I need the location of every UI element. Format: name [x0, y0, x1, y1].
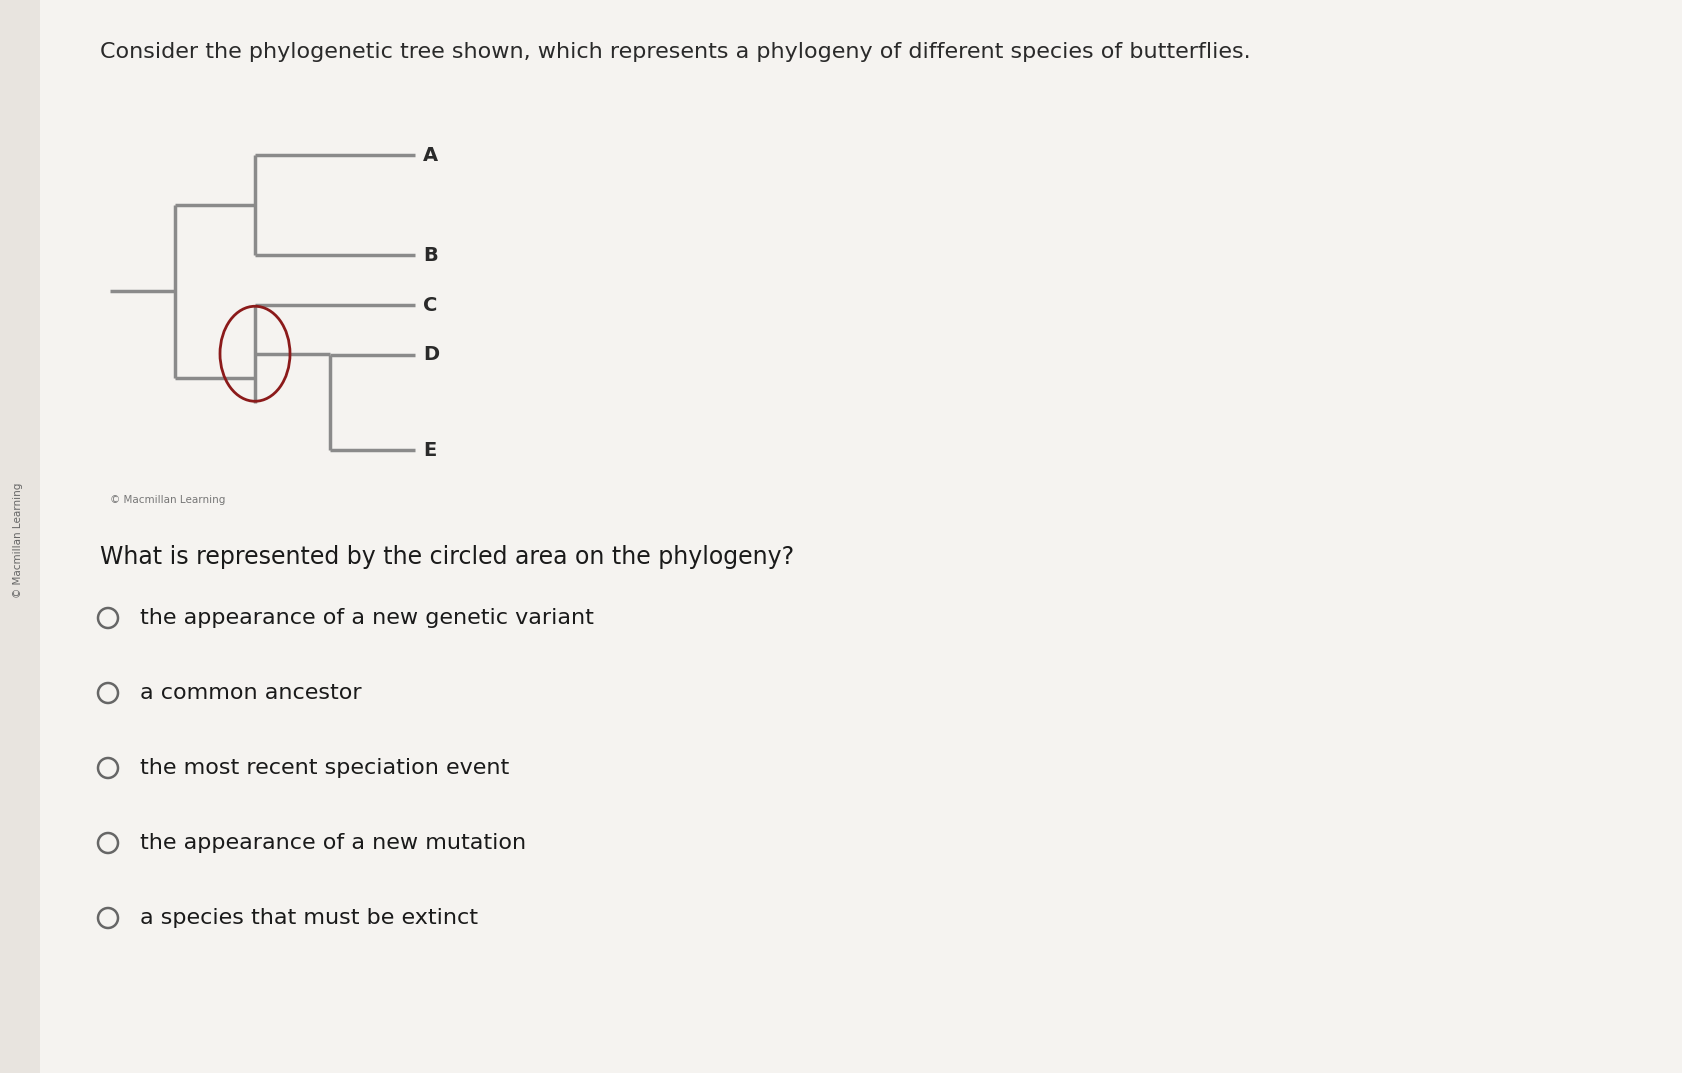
Text: A: A: [422, 146, 437, 164]
Text: the most recent speciation event: the most recent speciation event: [140, 758, 510, 778]
Text: What is represented by the circled area on the phylogeny?: What is represented by the circled area …: [99, 545, 794, 569]
Text: D: D: [422, 346, 439, 365]
Text: a species that must be extinct: a species that must be extinct: [140, 908, 478, 928]
Text: C: C: [422, 295, 437, 314]
Text: © Macmillan Learning: © Macmillan Learning: [109, 495, 225, 505]
Text: © Macmillan Learning: © Macmillan Learning: [13, 482, 24, 598]
Text: Consider the phylogenetic tree shown, which represents a phylogeny of different : Consider the phylogenetic tree shown, wh…: [99, 42, 1250, 62]
Text: a common ancestor: a common ancestor: [140, 684, 362, 703]
Text: E: E: [422, 441, 436, 459]
Text: the appearance of a new genetic variant: the appearance of a new genetic variant: [140, 608, 594, 628]
Text: B: B: [422, 246, 437, 265]
Text: the appearance of a new mutation: the appearance of a new mutation: [140, 833, 526, 853]
Bar: [0, 0, 40, 1073]
